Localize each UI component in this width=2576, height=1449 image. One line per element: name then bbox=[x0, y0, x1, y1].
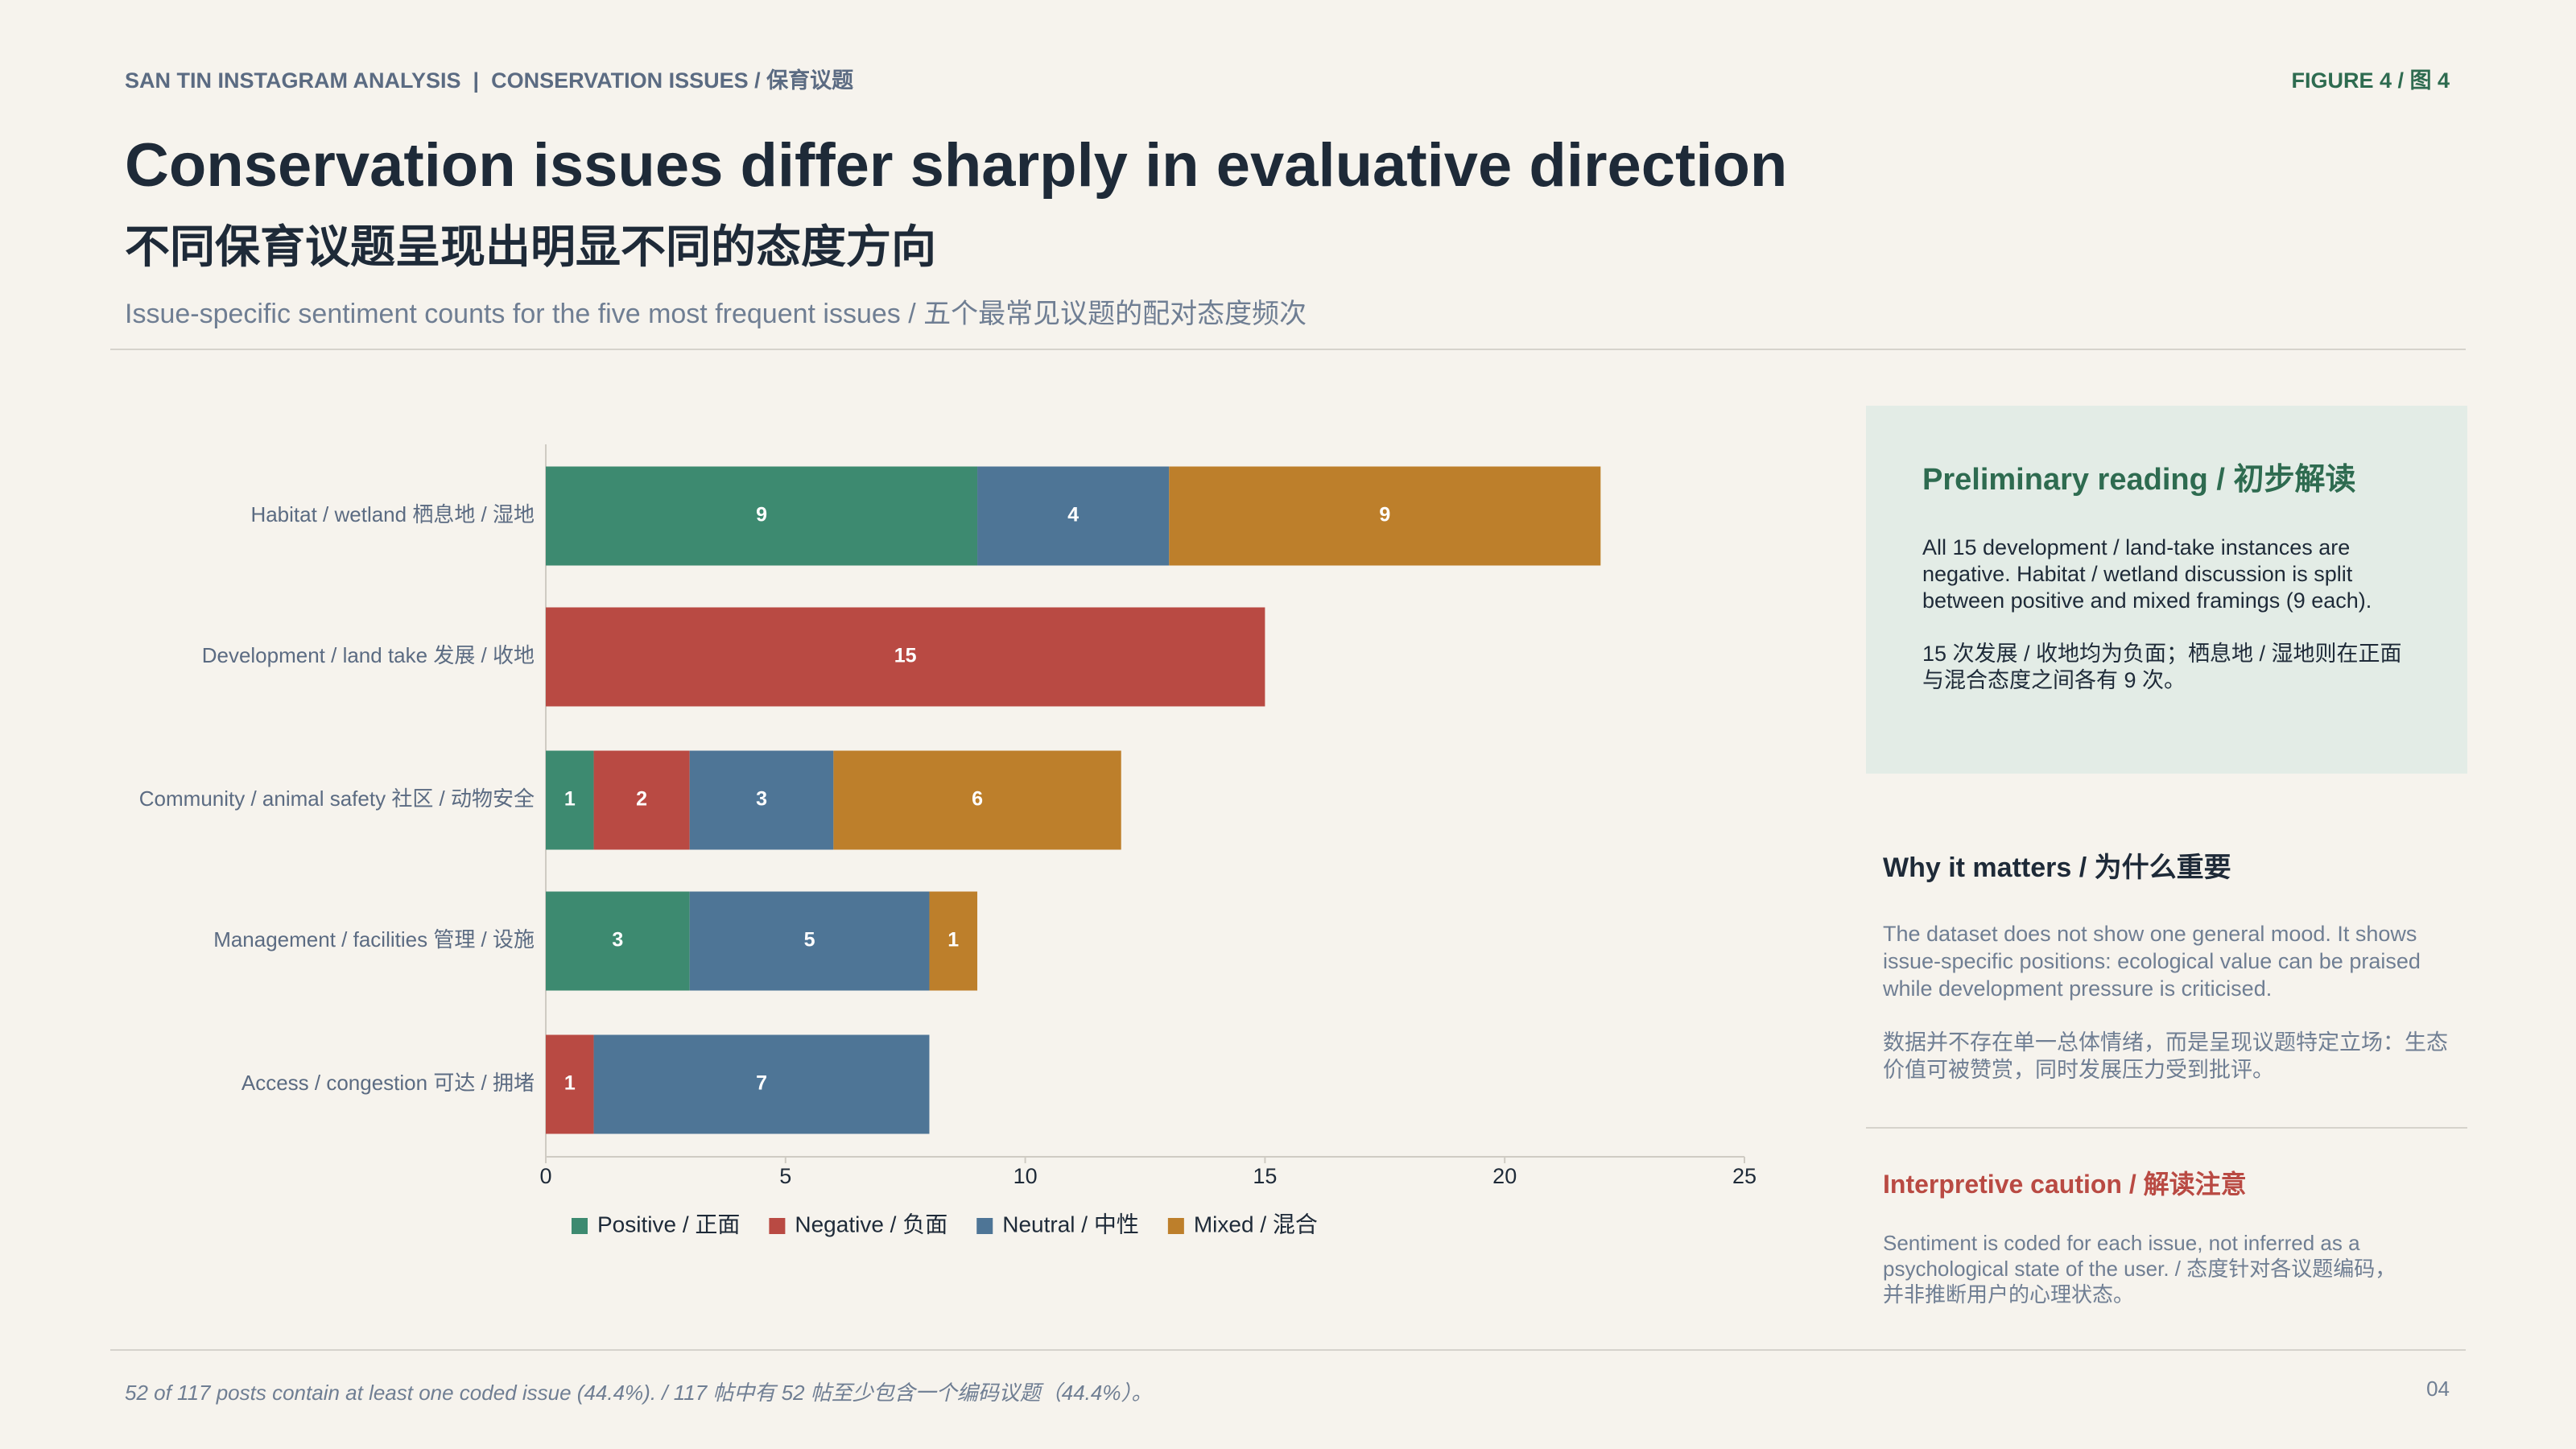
data-label: 9 bbox=[1379, 504, 1390, 526]
section-heading: Interpretive caution / 解读注意 bbox=[1883, 1170, 2247, 1199]
paragraph: 数据并不存在单一总体情绪，而是呈现议题特定立场：生态价值可被赞赏，同时发展压力受… bbox=[1883, 1030, 2448, 1082]
data-label: 7 bbox=[756, 1072, 767, 1095]
subtitle: Issue-specific sentiment counts for the … bbox=[125, 299, 1307, 329]
paragraph: 15 次发展 / 收地均为负面；栖息地 / 湿地则在正面与混合态度之间各有 9 … bbox=[1922, 642, 2402, 692]
kicker: SAN TIN INSTAGRAM ANALYSIS | CONSERVATIO… bbox=[125, 68, 854, 93]
y-tick-label: Development / land take 发展 / 收地 bbox=[202, 643, 535, 667]
divider bbox=[1866, 1127, 2467, 1129]
paragraph: The dataset does not show one general mo… bbox=[1883, 922, 2421, 1001]
section-heading: Why it matters / 为什么重要 bbox=[1883, 852, 2231, 883]
bar-segment bbox=[689, 750, 834, 850]
bar-segment bbox=[546, 1034, 594, 1134]
data-label: 15 bbox=[894, 645, 917, 667]
legend-label: Neutral / 中性 bbox=[1002, 1212, 1139, 1236]
x-tick-label: 20 bbox=[1492, 1164, 1517, 1188]
panel-heading: Preliminary reading / 初步解读 bbox=[1922, 463, 2356, 497]
data-label: 1 bbox=[947, 929, 959, 952]
bar-segment bbox=[593, 750, 690, 850]
data-label: 2 bbox=[636, 788, 647, 811]
x-tick-label: 0 bbox=[539, 1164, 551, 1188]
why-section: Why it matters / 为什么重要 The dataset does … bbox=[1883, 845, 2462, 1110]
page-number: 04 bbox=[2426, 1377, 2450, 1401]
bar-segment bbox=[977, 466, 1170, 566]
data-label: 1 bbox=[564, 788, 576, 811]
data-label: 3 bbox=[756, 788, 767, 811]
bar-segment bbox=[546, 891, 690, 991]
bar-segment bbox=[546, 466, 978, 566]
divider bbox=[110, 1349, 2466, 1351]
data-label: 9 bbox=[756, 504, 767, 526]
data-label: 4 bbox=[1067, 504, 1079, 526]
bar-segment bbox=[833, 750, 1121, 850]
legend-label: Mixed / 混合 bbox=[1194, 1212, 1318, 1236]
x-tick-label: 15 bbox=[1253, 1164, 1277, 1188]
bar-segment bbox=[546, 607, 1265, 707]
title-zh: 不同保育议题呈现出明显不同的态度方向 bbox=[125, 221, 936, 272]
data-label: 3 bbox=[612, 929, 623, 952]
legend-swatch bbox=[769, 1218, 786, 1234]
legend-label: Positive / 正面 bbox=[597, 1212, 740, 1236]
caution-section: Interpretive caution / 解读注意 Sentiment is… bbox=[1883, 1164, 2462, 1307]
data-label: 5 bbox=[804, 929, 815, 952]
bar-segment bbox=[929, 891, 978, 991]
y-tick-label: Management / facilities 管理 / 设施 bbox=[213, 927, 535, 952]
y-tick-label: Habitat / wetland 栖息地 / 湿地 bbox=[250, 502, 535, 526]
x-tick-label: 5 bbox=[779, 1164, 791, 1188]
divider bbox=[110, 349, 2466, 350]
bar-segment bbox=[1169, 466, 1601, 566]
panel-body: All 15 development / land-take instances… bbox=[1922, 535, 2421, 720]
data-label: 6 bbox=[972, 788, 983, 811]
section-body: The dataset does not show one general mo… bbox=[1883, 920, 2462, 1084]
data-label: 1 bbox=[564, 1072, 576, 1095]
legend-swatch bbox=[1167, 1218, 1184, 1234]
title: Conservation issues differ sharply in ev… bbox=[125, 131, 1788, 200]
y-tick-label: Community / animal safety 社区 / 动物安全 bbox=[139, 786, 535, 811]
section-body: Sentiment is coded for each issue, not i… bbox=[1883, 1231, 2396, 1307]
reading-panel: Preliminary reading / 初步解读 All 15 develo… bbox=[1866, 406, 2467, 774]
legend-label: Negative / 负面 bbox=[795, 1212, 947, 1236]
x-tick-label: 10 bbox=[1013, 1164, 1038, 1188]
legend-swatch bbox=[976, 1218, 993, 1234]
figure-label: FIGURE 4 / 图 4 bbox=[2291, 68, 2450, 93]
footer-note: 52 of 117 posts contain at least one cod… bbox=[125, 1381, 1153, 1405]
x-tick-label: 25 bbox=[1732, 1164, 1757, 1188]
bar-segment bbox=[689, 891, 930, 991]
legend-swatch bbox=[572, 1218, 588, 1234]
paragraph: All 15 development / land-take instances… bbox=[1922, 535, 2372, 613]
y-tick-label: Access / congestion 可达 / 拥堵 bbox=[242, 1071, 535, 1095]
bar-segment bbox=[593, 1034, 930, 1134]
bar-segment bbox=[546, 750, 594, 850]
